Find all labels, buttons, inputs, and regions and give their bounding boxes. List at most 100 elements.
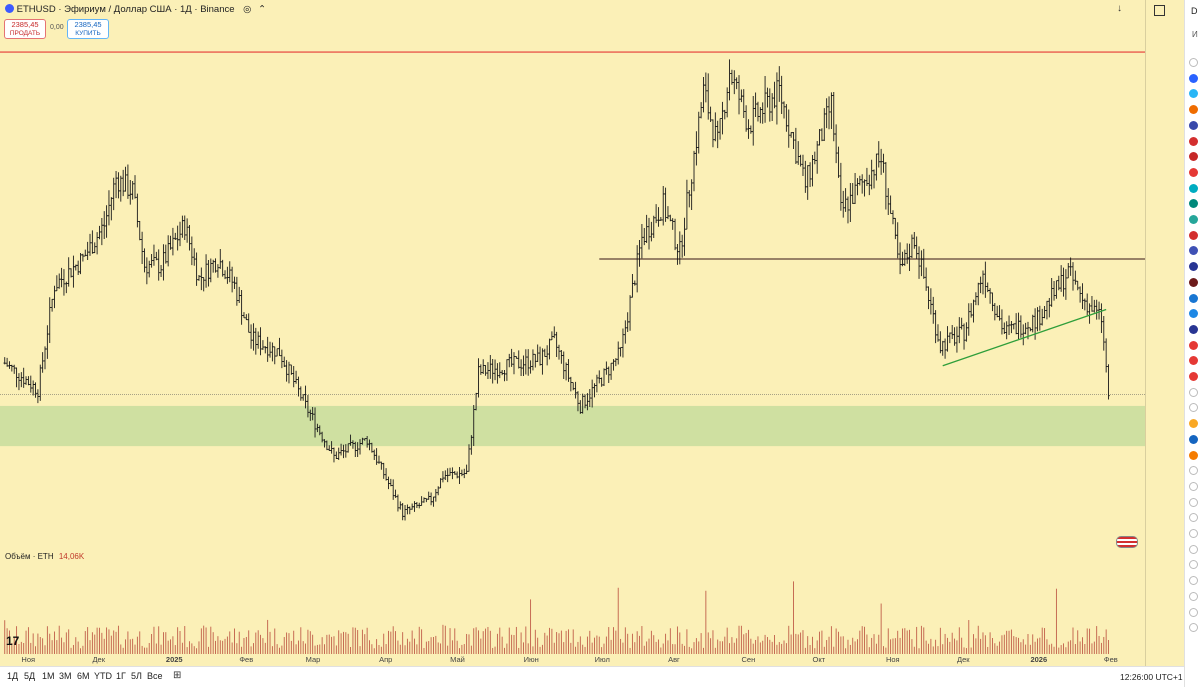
watchlist-symbol-icon[interactable] [1189, 450, 1198, 460]
ohlc-bar-2025-07-04 [607, 366, 611, 383]
ohlc-bar-2025-05-27 [517, 350, 521, 369]
ohlc-bar-2026-01-29 [1102, 315, 1106, 351]
watchlist-symbol-icon[interactable] [1189, 120, 1198, 130]
ohlc-bar-2026-01-14 [1066, 262, 1070, 279]
watchlist-symbol-icon[interactable] [1189, 513, 1198, 523]
watchlist-symbol-icon[interactable] [1189, 58, 1198, 67]
watchlist-symbol-icon[interactable] [1189, 576, 1198, 586]
ohlc-bar-2024-10-30 [22, 367, 25, 388]
watchlist-symbol-icon[interactable] [1189, 591, 1198, 601]
ohlc-bar-2025-10-07 [832, 92, 836, 142]
watchlist-symbol-icon[interactable] [1189, 497, 1198, 507]
watchlist-symbol-icon[interactable] [1189, 481, 1198, 491]
symbol-title[interactable]: ETHUSD · Эфириум / Доллар США · 1Д · Bin… [5, 4, 266, 15]
ohlc-bar-2025-11-07 [905, 243, 909, 264]
ohlc-bar-2025-02-24 [299, 386, 303, 401]
ohlc-bar-2025-01-20 [216, 264, 220, 278]
ohlc-bar-2025-01-31 [242, 312, 246, 319]
zoom-box-icon[interactable] [1154, 5, 1165, 16]
ohlc-bar-2025-07-01 [600, 377, 603, 387]
watchlist-symbol-icon[interactable] [1189, 356, 1198, 366]
watchlist-symbol-icon[interactable] [1189, 73, 1198, 83]
date-range-icon[interactable]: ⊞ [173, 670, 182, 681]
ohlc-bar-2026-01-21 [1083, 298, 1087, 311]
sell-button[interactable]: 2385,45 ПРОДАТЬ [4, 19, 46, 39]
chart-area[interactable]: 5 200,005 000,004 800,004 600,004 400,00… [0, 0, 1145, 666]
timeframe-3М[interactable]: 3М [59, 671, 72, 681]
ohlc-bar-2025-06-16 [564, 362, 568, 381]
timeframe-5Д[interactable]: 5Д [24, 671, 36, 681]
watchlist-symbol-icon[interactable] [1189, 466, 1198, 476]
watchlist-symbol-icon[interactable] [1189, 262, 1198, 272]
watchlist-symbol-icon[interactable] [1189, 105, 1198, 115]
ohlc-bar-2025-10-26 [877, 141, 881, 168]
flag-icon[interactable] [1116, 536, 1138, 548]
time-tick-label: Апр [379, 655, 392, 664]
timeframe-YTD[interactable]: YTD [94, 671, 112, 681]
watchlist-symbol-icon[interactable] [1189, 324, 1198, 334]
ohlc-bar-2024-11-24 [81, 253, 85, 262]
watchlist-symbol-icon[interactable] [1189, 277, 1198, 287]
ohlc-bar-2025-04-26 [444, 470, 447, 481]
ohlc-bar-2025-12-01 [962, 323, 966, 350]
scroll-down-icon[interactable]: ↓ [1117, 3, 1122, 14]
timeframe-1М[interactable]: 1М [42, 671, 55, 681]
watchlist-symbol-icon[interactable] [1189, 309, 1198, 319]
watchlist-symbol-icon[interactable] [1189, 136, 1198, 146]
timeframe-5Л[interactable]: 5Л [131, 671, 142, 681]
ohlc-bar-2025-06-07 [543, 348, 547, 358]
timeframe-6М[interactable]: 6М [77, 671, 90, 681]
watchlist-symbol-icon[interactable] [1189, 529, 1198, 538]
time-tick-label: 2026 [1030, 655, 1047, 664]
watchlist-symbol-icon[interactable] [1189, 403, 1198, 413]
timeframe-Все[interactable]: Все [147, 671, 163, 681]
watchlist-symbol-icon[interactable] [1189, 246, 1198, 256]
ohlc-bar-2025-09-03 [751, 96, 755, 146]
watchlist-symbol-icon[interactable] [1189, 340, 1198, 350]
watchlist-symbol-icon[interactable] [1189, 607, 1198, 617]
price-axis[interactable] [1145, 0, 1185, 666]
watchlist-symbol-icon[interactable] [1189, 230, 1198, 240]
watchlist-symbol-icon[interactable] [1189, 89, 1198, 99]
ohlc-bar-2025-07-07 [614, 358, 618, 367]
watchlist-symbol-icon[interactable] [1189, 167, 1198, 177]
ohlc-bar-2025-09-23 [799, 154, 802, 167]
ohlc-bar-2024-12-13 [126, 164, 130, 199]
time-tick-label: Авг [668, 655, 680, 664]
watchlist-symbol-icon[interactable] [1189, 419, 1198, 429]
ohlc-bar-2024-12-30 [166, 235, 170, 267]
ohlc-bar-2025-07-29 [666, 206, 670, 220]
watchlist-symbol-icon[interactable] [1189, 544, 1198, 554]
chevron-up-icon[interactable]: ⌃ [258, 4, 267, 15]
volume-legend[interactable]: Объём · ETH 14,06K [5, 552, 84, 561]
watchlist-symbol-icon[interactable] [1189, 183, 1198, 193]
watchlist-symbol-icon[interactable] [1189, 387, 1198, 397]
ohlc-bar-2025-08-09 [692, 150, 696, 192]
ohlc-bar-2025-02-09 [263, 346, 267, 354]
ohlc-bar-2025-05-04 [462, 468, 466, 479]
ohlc-bar-2025-04-19 [427, 491, 431, 500]
buy-button[interactable]: 2385,45 КУПИТЬ [67, 19, 109, 39]
ohlc-bar-2025-08-02 [676, 244, 679, 265]
watchlist-symbol-icon[interactable] [1189, 372, 1198, 381]
ohlc-bar-2025-02-04 [252, 323, 255, 351]
timeframe-1Д[interactable]: 1Д [7, 671, 19, 681]
ohlc-bar-2025-01-23 [223, 270, 227, 280]
watchlist-symbol-icon[interactable] [1189, 293, 1198, 303]
ohlc-bar-2025-07-11 [624, 320, 627, 344]
watchlist-symbol-icon[interactable] [1189, 199, 1198, 209]
eye-icon[interactable]: ◎ [243, 4, 252, 15]
ohlc-bar-2025-10-18 [858, 175, 862, 186]
ohlc-bar-2025-10-23 [870, 159, 873, 190]
watchlist-symbol-icon[interactable] [1189, 434, 1198, 444]
watchlist-symbol-icon[interactable] [1189, 623, 1198, 633]
ohlc-bar-2025-12-03 [967, 303, 971, 336]
watchlist-symbol-icon[interactable] [1189, 560, 1198, 570]
ohlc-bar-2025-07-05 [609, 362, 613, 380]
ohlc-bar-2026-01-03 [1040, 308, 1044, 326]
timeframe-1Г[interactable]: 1Г [116, 671, 126, 681]
ohlc-bar-2025-06-19 [571, 382, 575, 391]
watchlist-symbol-icon[interactable] [1189, 152, 1198, 162]
watchlist-symbol-icon[interactable] [1189, 215, 1198, 224]
ohlc-bar-2025-04-18 [425, 498, 428, 503]
